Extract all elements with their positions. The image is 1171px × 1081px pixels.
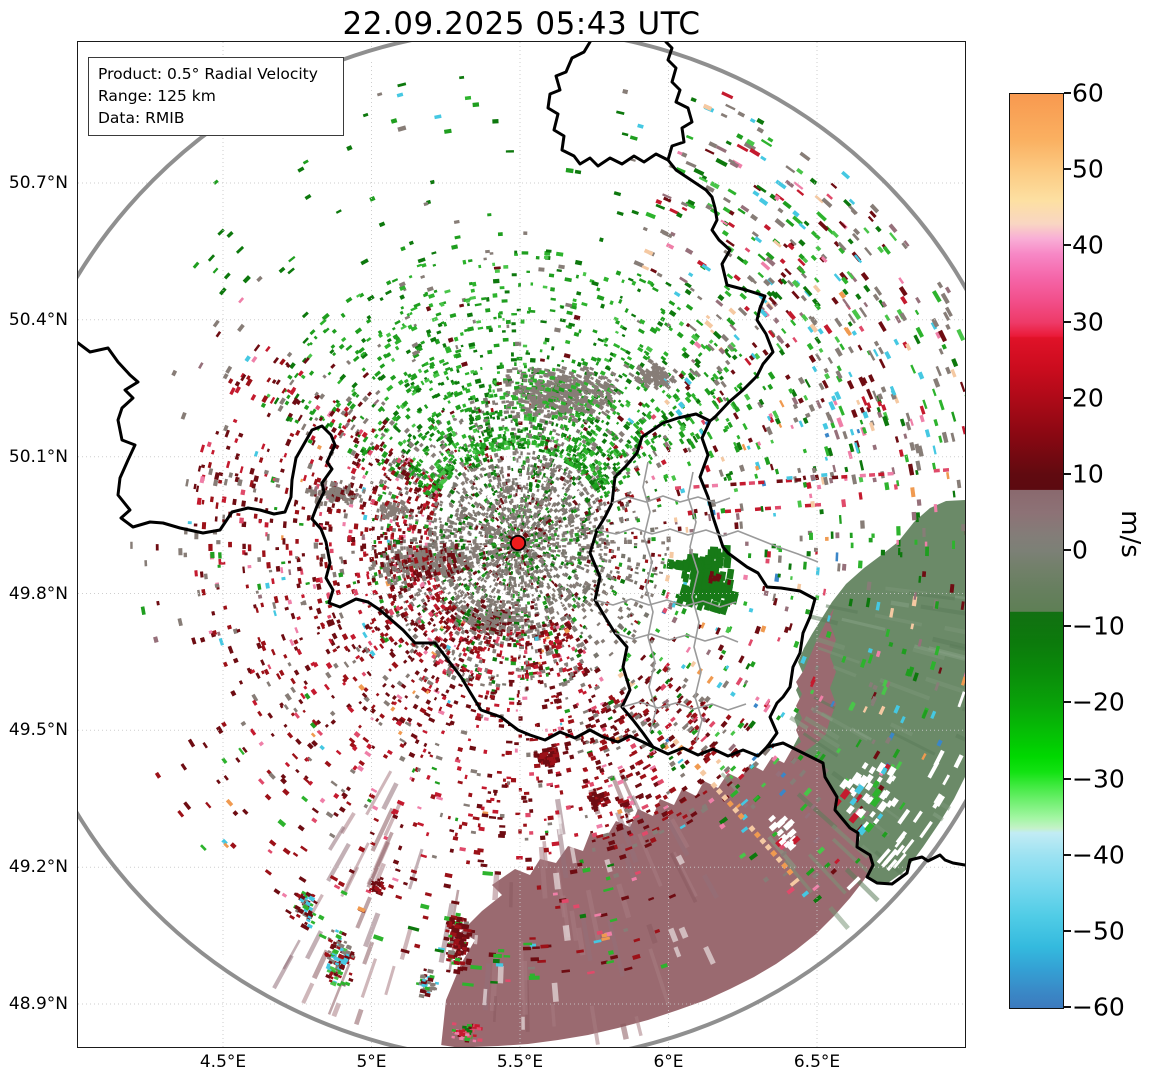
latitude-tick-label: 49.5°N (8, 720, 68, 741)
radar-map-canvas (78, 42, 965, 1047)
colorbar-tick-label: 50 (1072, 154, 1104, 184)
colorbar-tick-mark (1064, 396, 1071, 399)
colorbar-tick-label: 20 (1072, 383, 1104, 413)
colorbar-tick-mark (1064, 853, 1071, 856)
colorbar-tick-label: 0 (1072, 535, 1088, 565)
district-borders (594, 461, 819, 743)
colorbar-unit-label: m/s (1114, 510, 1145, 558)
colorbar-tick-mark (1064, 777, 1071, 780)
longitude-tick-label: 4.5°E (199, 1052, 247, 1072)
colorbar-tick-label: −20 (1072, 687, 1125, 717)
latitude-tick-label: 49.8°N (8, 583, 68, 604)
colorbar-tick-mark (1064, 1006, 1071, 1008)
colorbar-tick-mark (1064, 320, 1071, 323)
colorbar-tick-label: 60 (1072, 78, 1104, 108)
velocity-colorbar (1009, 93, 1064, 1009)
latitude-tick-label: 50.7°N (8, 173, 68, 193)
colorbar-tick-mark (1064, 472, 1071, 475)
colorbar-tick-label: −10 (1072, 611, 1125, 641)
colorbar-tick-mark (1064, 549, 1071, 551)
radar-site-marker (509, 534, 527, 552)
latitude-tick-label: 49.2°N (8, 857, 68, 878)
product-info-line: Product: 0.5° Radial Velocity (98, 65, 318, 83)
colorbar-tick-label: −60 (1072, 992, 1125, 1022)
colorbar-tick-mark (1064, 244, 1071, 247)
product-info-line: Range: 125 km (98, 87, 216, 105)
colorbar-tick-mark (1064, 92, 1071, 94)
timestamp-title: 22.09.2025 05:43 UTC (342, 6, 701, 42)
longitude-tick-label: 5.5°E (496, 1052, 544, 1072)
product-info-line: Data: RMIB (98, 109, 185, 127)
product-info-box: Product: 0.5° Radial Velocity Range: 125… (88, 57, 344, 136)
radar-data-layer (130, 75, 965, 1047)
colorbar-tick-label: 30 (1072, 307, 1104, 336)
colorbar-tick-mark (1064, 625, 1071, 628)
latitude-tick-label: 50.4°N (8, 309, 68, 330)
colorbar-tick-label: −30 (1072, 764, 1125, 793)
latitude-tick-label: 48.9°N (8, 994, 68, 1014)
country-borders (78, 42, 965, 886)
colorbar-tick-mark (1064, 929, 1071, 932)
longitude-tick-label: 6.5°E (793, 1052, 841, 1072)
colorbar-tick-mark (1064, 168, 1071, 171)
colorbar-tick-label: −50 (1072, 916, 1125, 946)
colorbar-tick-mark (1064, 701, 1071, 704)
colorbar-tick-label: −40 (1072, 840, 1125, 870)
colorbar-tick-label: 10 (1072, 459, 1104, 489)
longitude-tick-label: 6°E (653, 1052, 684, 1072)
longitude-tick-label: 5°E (356, 1052, 387, 1072)
radar-map-plot (77, 41, 966, 1048)
colorbar-tick-label: 40 (1072, 230, 1104, 260)
latitude-tick-label: 50.1°N (8, 446, 68, 467)
